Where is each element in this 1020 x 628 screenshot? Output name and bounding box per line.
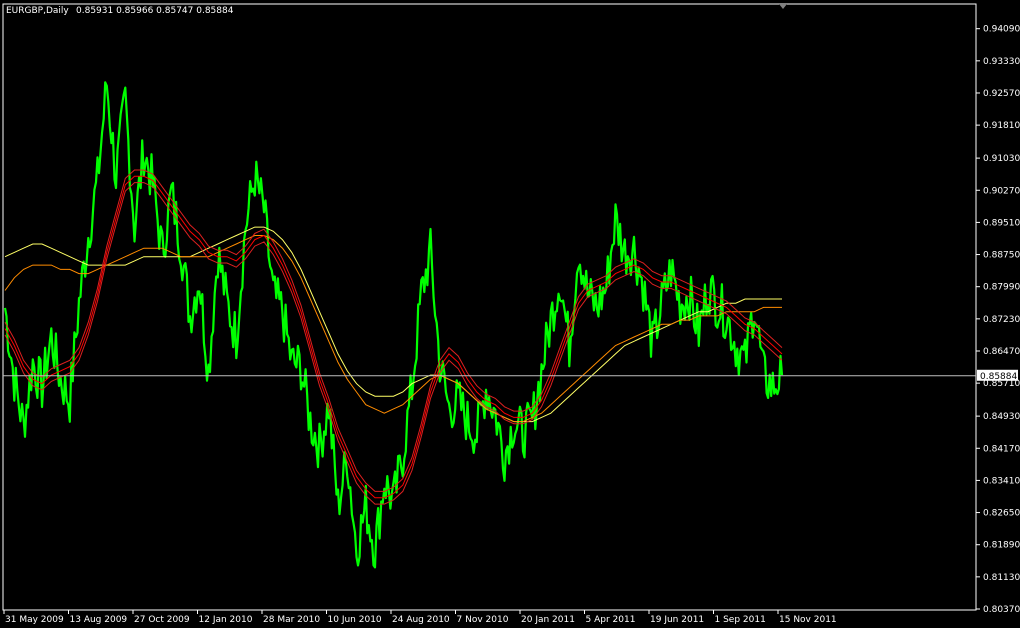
price-series-line [3, 81, 784, 569]
y-tick-label: 0.85710 [983, 379, 1020, 389]
y-tick-label: 0.80370 [983, 605, 1020, 615]
slow-ma-yellow-line [4, 226, 782, 423]
y-tick-label: 0.94090 [983, 25, 1020, 35]
y-tick-label: 0.87990 [983, 283, 1020, 293]
x-tick-label: 15 Nov 2011 [779, 615, 837, 625]
y-tick-label: 0.93330 [983, 57, 1020, 67]
y-tick-label: 0.91810 [983, 121, 1020, 131]
x-tick-label: 7 Nov 2010 [457, 615, 509, 625]
y-tick-label: 0.81130 [983, 573, 1020, 583]
y-tick-label: 0.92570 [983, 89, 1020, 99]
y-tick-label: 0.89510 [983, 218, 1020, 228]
current-price-label: 0.85884 [980, 372, 1017, 382]
x-tick-label: 27 Oct 2009 [134, 615, 190, 625]
x-tick-label: 31 May 2009 [5, 615, 64, 625]
time-axis: 31 May 2009 13 Aug 2009 27 Oct 2009 12 Jan … [3, 610, 837, 625]
x-tick-label: 19 Jun 2011 [650, 615, 704, 625]
y-tick-label: 0.88750 [983, 251, 1020, 261]
x-tick-label: 12 Jan 2010 [199, 615, 253, 625]
fast-ma-line [4, 169, 783, 492]
x-tick-label: 24 Aug 2010 [392, 615, 450, 625]
x-tick-label: 13 Aug 2009 [70, 615, 128, 625]
y-tick-label: 0.83410 [983, 476, 1020, 486]
y-tick-label: 0.86470 [983, 347, 1020, 357]
x-tick-label: 28 Mar 2010 [263, 615, 320, 625]
y-tick-label: 0.84170 [983, 444, 1020, 454]
y-tick-label: 0.91030 [983, 154, 1020, 164]
y-tick-label: 0.84930 [983, 412, 1020, 422]
plot-frame [2, 3, 977, 611]
fast-ma-line [4, 175, 783, 499]
current-price-tag: 0.85884 [977, 369, 1018, 382]
symbol-label: EURGBP,Daily [6, 6, 69, 16]
fast-ma-line [4, 182, 783, 505]
y-tick-label: 0.90270 [983, 186, 1020, 196]
y-tick-label: 0.87230 [983, 315, 1020, 325]
slow-ma-orange-line [4, 235, 782, 423]
series-layer [3, 81, 784, 569]
x-tick-label: 20 Jan 2011 [521, 615, 575, 625]
y-tick-label: 0.81890 [983, 541, 1020, 551]
chart-shift-marker-icon[interactable] [779, 4, 787, 9]
y-tick-label: 0.82650 [983, 509, 1020, 519]
ohlc-readout: 0.85931 0.85966 0.85747 0.85884 [76, 6, 234, 16]
price-axis: 0.94090 0.93330 0.92570 0.91810 0.91030 0.902… [976, 25, 1020, 615]
x-tick-label: 10 Jun 2010 [328, 615, 382, 625]
x-tick-label: 1 Sep 2011 [715, 615, 766, 625]
x-tick-label: 5 Apr 2011 [586, 615, 636, 625]
